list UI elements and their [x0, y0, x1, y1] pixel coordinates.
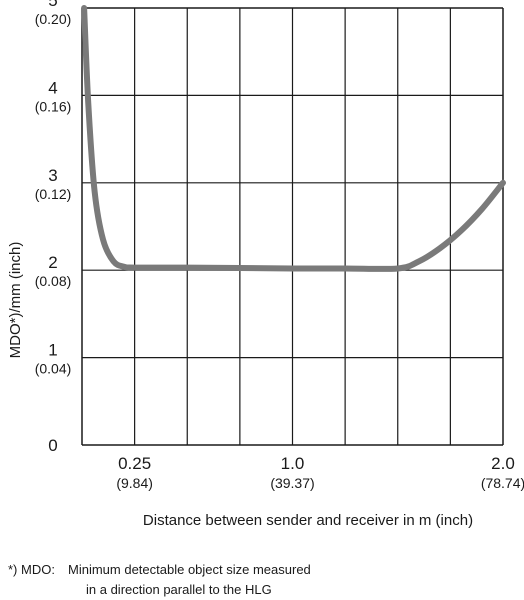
- chart: 0 1(0.04) 2(0.08) 3(0.12) 4(0.16) 5(0.20) 0.25…: [7, 0, 524, 529]
- y-tick-sublabel: (0.12): [35, 186, 72, 202]
- y-tick-label: 1: [48, 341, 57, 360]
- footnote-line-1: Minimum detectable object size measured: [68, 562, 311, 577]
- y-axis-title: MDO*)/mm (inch): [7, 242, 24, 359]
- y-tick-label: 3: [48, 166, 57, 185]
- y-tick-sublabel: (0.20): [35, 11, 72, 27]
- y-tick-label: 2: [48, 253, 57, 272]
- y-tick-label: 0: [48, 436, 57, 455]
- y-tick-sublabel: (0.16): [35, 98, 72, 114]
- x-axis-title: Distance between sender and receiver in …: [143, 512, 473, 529]
- footnote: *) MDO: Minimum detectable object size m…: [8, 560, 311, 600]
- y-tick-sublabel: (0.08): [35, 273, 72, 289]
- y-tick-label: 4: [48, 78, 57, 97]
- tick-layer: 0 1(0.04) 2(0.08) 3(0.12) 4(0.16) 5(0.20) 0.25…: [35, 0, 524, 491]
- x-tick-label: 0.25: [118, 454, 151, 473]
- x-tick-sublabel: (9.84): [116, 475, 153, 491]
- grid-layer: [81, 7, 504, 446]
- footnote-line-2: in a direction parallel to the HLG: [86, 582, 272, 597]
- y-tick-label: 5: [48, 0, 57, 10]
- series-line: [81, 5, 506, 272]
- x-tick-label: 2.0: [491, 454, 515, 473]
- series-layer: [81, 5, 506, 272]
- y-tick-sublabel: (0.04): [35, 361, 72, 377]
- x-tick-sublabel: (39.37): [270, 475, 314, 491]
- x-tick-sublabel: (78.74): [481, 475, 524, 491]
- x-tick-label: 1.0: [281, 454, 305, 473]
- footnote-marker: *) MDO:: [8, 562, 55, 577]
